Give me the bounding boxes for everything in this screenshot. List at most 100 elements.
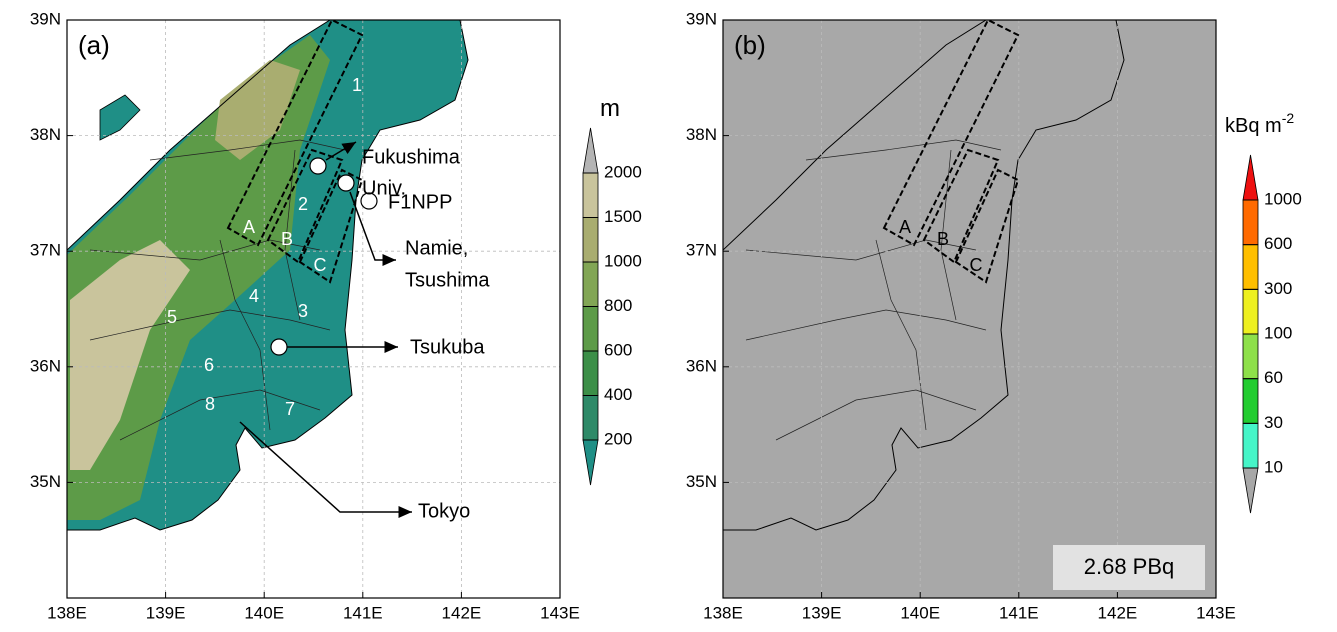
prefecture-border xyxy=(89,239,321,261)
colorbar-box xyxy=(1242,199,1259,246)
elevation xyxy=(67,35,330,520)
colorbar-label: 10 xyxy=(1264,457,1283,476)
analysis-box xyxy=(298,168,364,284)
panel-label: (b) xyxy=(734,30,766,60)
colorbar-box xyxy=(1242,333,1259,380)
x-tick-label: 141E xyxy=(999,603,1039,622)
x-tick-label: 140E xyxy=(244,603,284,622)
y-tick-label: 39N xyxy=(686,9,717,28)
total-label: 2.68 PBq xyxy=(1084,554,1175,579)
box-label: A xyxy=(899,217,911,237)
y-tick-label: 36N xyxy=(686,356,717,375)
colorbar-extend xyxy=(1242,467,1259,514)
colorbar-extend xyxy=(1242,154,1259,201)
colorbar-label: 1000 xyxy=(1264,189,1302,208)
arrow xyxy=(325,141,357,161)
x-tick-label: 139E xyxy=(146,603,186,622)
place-label: Univ. xyxy=(362,177,406,199)
colorbar-label: 1500 xyxy=(604,207,642,226)
x-tick-label: 139E xyxy=(802,603,842,622)
x-tick-label: 141E xyxy=(343,603,383,622)
place-label: Tsukuba xyxy=(410,336,485,358)
elevation xyxy=(70,240,190,470)
site-marker xyxy=(360,192,378,210)
colorbar-label: 1000 xyxy=(604,251,642,270)
place-label: F1NPP xyxy=(388,191,452,213)
analysis-box xyxy=(882,20,1020,247)
y-tick-label: 38N xyxy=(30,125,61,144)
background xyxy=(723,20,1216,598)
x-tick-label: 140E xyxy=(900,603,940,622)
total-box xyxy=(1053,545,1205,590)
y-tick-label: 36N xyxy=(30,356,61,375)
arrow xyxy=(349,191,396,266)
region-label: 5 xyxy=(167,307,177,327)
place-label: Tokyo xyxy=(418,500,470,522)
unit-superscript: -2 xyxy=(1282,110,1295,126)
region-label: 7 xyxy=(285,399,295,419)
panel-label: (a) xyxy=(78,30,110,60)
arrow xyxy=(239,421,412,518)
coastline xyxy=(67,20,469,531)
frame xyxy=(722,19,1217,599)
colorbar-extend xyxy=(582,439,599,486)
box-label: B xyxy=(281,229,293,249)
colorbar-label: 600 xyxy=(604,340,632,359)
y-tick-label: 39N xyxy=(30,9,61,28)
region-label: 1 xyxy=(352,75,362,95)
analysis-box xyxy=(954,168,1020,284)
unit-text: kBq m xyxy=(1225,115,1282,137)
place-label: Tsushima xyxy=(405,269,490,291)
colorbar-unit: kBq m-2 xyxy=(1225,110,1294,138)
region-label: 8 xyxy=(205,394,215,414)
prefecture-border xyxy=(89,309,331,341)
colorbar-box xyxy=(582,172,599,218)
colorbar-label: 800 xyxy=(604,296,632,315)
x-tick-label: 143E xyxy=(540,603,580,622)
analysis-box xyxy=(266,148,344,264)
land xyxy=(67,20,468,530)
place-label: Fukushima xyxy=(362,146,461,168)
analysis-box xyxy=(226,20,364,247)
y-tick-label: 37N xyxy=(30,241,61,260)
colorbar-box xyxy=(1242,288,1259,335)
prefecture-border xyxy=(745,309,987,341)
colorbar-box xyxy=(1242,244,1259,290)
prefecture-border xyxy=(219,239,271,431)
y-tick-label: 38N xyxy=(686,125,717,144)
prefecture-border xyxy=(284,149,301,321)
x-tick-label: 138E xyxy=(703,603,743,622)
y-tick-label: 37N xyxy=(686,241,717,260)
colorbar-label: 200 xyxy=(604,429,632,448)
box-label: C xyxy=(314,255,327,275)
colorbar-label: 600 xyxy=(1264,234,1292,253)
map-panel xyxy=(723,20,1216,598)
colorbar-box xyxy=(582,306,599,352)
box-label: B xyxy=(937,229,949,249)
colorbar-box xyxy=(1242,422,1259,469)
colorbar-unit: m xyxy=(600,95,620,122)
region-label: 2 xyxy=(298,194,308,214)
prefecture-border xyxy=(775,389,977,441)
colorbar-label: 300 xyxy=(1264,279,1292,298)
frame xyxy=(66,19,561,599)
x-tick-label: 138E xyxy=(47,603,87,622)
colorbar-box xyxy=(582,261,599,307)
site-marker xyxy=(309,157,327,175)
site-marker xyxy=(270,338,288,356)
site-marker xyxy=(337,174,355,192)
colorbar-label: 2000 xyxy=(604,162,642,181)
y-tick-label: 35N xyxy=(686,472,717,491)
box-label: C xyxy=(970,255,983,275)
colorbar-box xyxy=(1242,378,1259,424)
prefecture-border xyxy=(875,239,927,431)
y-tick-label: 35N xyxy=(30,472,61,491)
colorbar-label: 400 xyxy=(604,385,632,404)
coastline xyxy=(723,20,1125,531)
elevation xyxy=(215,60,300,160)
colorbar-box xyxy=(582,217,599,263)
prefecture-border xyxy=(149,139,346,161)
region-label: 6 xyxy=(204,355,214,375)
island xyxy=(99,94,141,141)
prefecture-border xyxy=(805,139,1002,161)
